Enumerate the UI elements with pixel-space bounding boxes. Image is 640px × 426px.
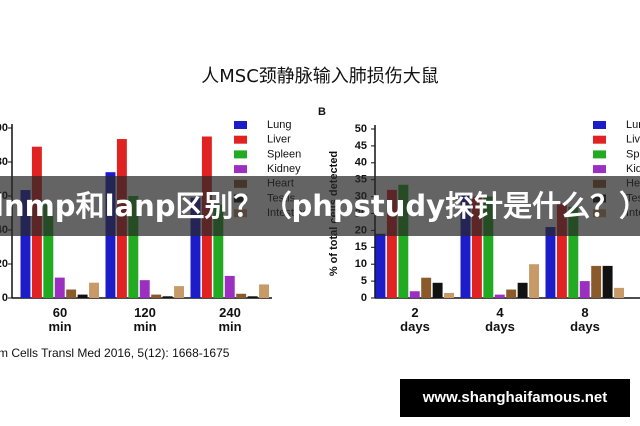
y-tick-label: 15 — [355, 241, 367, 253]
bar — [602, 265, 613, 298]
bar — [151, 294, 162, 298]
y-tick-label: 0 — [2, 292, 8, 304]
y-tick-label: 50 — [355, 123, 367, 135]
bar — [213, 204, 224, 298]
citation: m Cells Transl Med 2016, 5(12): 1668-167… — [0, 346, 230, 360]
bar — [460, 194, 471, 298]
bar — [529, 264, 539, 298]
legend-swatch — [234, 165, 247, 174]
bar — [506, 289, 517, 298]
bar — [614, 287, 624, 298]
bar — [579, 281, 590, 298]
bar — [20, 190, 31, 298]
bar — [444, 292, 454, 298]
legend-label: Spleen — [626, 148, 640, 160]
bar — [128, 196, 139, 298]
y-tick-label: 80 — [0, 156, 8, 168]
bar — [77, 294, 88, 298]
bar — [545, 227, 556, 298]
legend-swatch — [234, 121, 247, 129]
y-tick-label: 5 — [361, 275, 367, 287]
bar — [236, 293, 247, 298]
bar — [66, 289, 77, 298]
legend-swatch — [593, 135, 606, 144]
bar — [483, 196, 494, 298]
legend-swatch — [234, 150, 247, 159]
x-tick-label: 2 days — [400, 305, 430, 334]
panel-label: B — [318, 106, 326, 118]
legend-label: Lung — [267, 119, 291, 131]
bar — [494, 294, 505, 298]
bar — [421, 277, 432, 298]
legend-label: Liver — [626, 134, 640, 146]
bar — [517, 282, 528, 298]
bar — [162, 296, 173, 298]
legend-swatch — [593, 121, 606, 129]
bar — [398, 184, 409, 298]
bar — [556, 203, 567, 298]
bar — [386, 189, 397, 298]
bar — [432, 282, 443, 298]
legend-swatch — [593, 165, 606, 174]
bar — [591, 265, 602, 298]
legend-label: Kidney — [267, 163, 301, 175]
legend-label: Liver — [267, 134, 291, 146]
y-tick-label: 45 — [355, 140, 367, 152]
legend-swatch — [593, 150, 606, 159]
bar — [247, 296, 258, 298]
bar — [375, 233, 386, 298]
watermark: www.shanghaifamous.net — [400, 379, 630, 417]
y-tick-label: 100 — [0, 122, 8, 134]
page-title: 人MSC颈静脉输入肺损伤大鼠 — [201, 66, 439, 87]
x-tick-label: 4 days — [485, 305, 515, 334]
bar — [89, 282, 99, 298]
banner-background — [0, 176, 640, 236]
x-tick-label: 120 min — [133, 305, 157, 334]
bar — [471, 196, 482, 298]
bar — [568, 206, 579, 298]
banner-text: lnmp和lanp区别？（phpstudy探针是什么？） — [0, 189, 640, 223]
x-tick-label: 8 days — [570, 305, 600, 334]
bar — [190, 197, 201, 298]
legend-label: Spleen — [267, 148, 301, 160]
y-tick-label: 40 — [355, 157, 367, 169]
bar — [259, 284, 269, 298]
legend-swatch — [234, 135, 247, 144]
y-tick-label: 0 — [361, 292, 367, 304]
y-tick-label: 10 — [355, 258, 367, 270]
bar — [54, 277, 65, 298]
bar — [43, 204, 54, 298]
bar — [139, 280, 150, 298]
legend-label: Lung — [626, 119, 640, 131]
legend-label: Kidney — [626, 163, 640, 175]
bar — [409, 291, 420, 298]
bar — [174, 286, 184, 298]
bar — [224, 275, 235, 298]
x-tick-label: 60 min — [48, 305, 72, 334]
y-tick-label: 20 — [0, 258, 8, 270]
x-tick-label: 240 min — [218, 305, 242, 334]
